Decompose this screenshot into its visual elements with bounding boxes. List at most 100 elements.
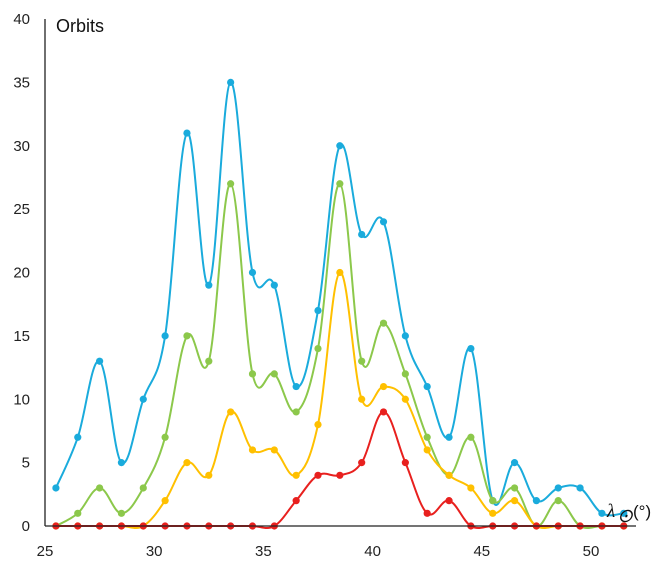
- data-point: [510, 459, 519, 467]
- x-axis-title: λ ⊙ (°): [606, 501, 651, 527]
- data-point: [489, 509, 497, 517]
- data-point: [358, 230, 366, 239]
- data-point: [248, 370, 257, 378]
- data-point: [554, 497, 562, 505]
- data-point: [227, 180, 235, 188]
- data-point: [74, 433, 82, 441]
- y-tick-label: 30: [13, 138, 30, 155]
- x-axis-title-subscript: ⊙: [617, 506, 633, 527]
- data-point: [161, 332, 169, 340]
- data-point: [401, 370, 409, 378]
- data-point: [314, 471, 322, 479]
- series-4: [52, 408, 628, 530]
- data-point: [358, 459, 366, 467]
- data-point: [52, 484, 60, 492]
- data-point: [314, 306, 322, 315]
- data-point: [227, 408, 235, 416]
- x-axis-title-symbol: λ: [606, 501, 615, 522]
- data-point: [139, 484, 147, 492]
- data-point: [336, 180, 344, 188]
- x-tick-label: 25: [37, 543, 54, 560]
- data-point: [510, 497, 519, 505]
- data-point: [96, 484, 104, 492]
- data-point: [161, 433, 169, 441]
- data-point: [183, 332, 191, 340]
- y-tick-label: 10: [13, 391, 30, 408]
- data-point: [336, 142, 344, 150]
- data-point: [423, 433, 431, 441]
- y-tick-label: 5: [22, 455, 30, 472]
- data-point: [423, 446, 431, 454]
- series-group: [52, 78, 628, 530]
- data-point: [379, 319, 388, 327]
- data-point: [161, 497, 169, 505]
- y-tick-label: 0: [22, 518, 30, 535]
- data-point: [358, 357, 366, 365]
- data-point: [401, 459, 409, 467]
- data-point: [467, 433, 475, 441]
- data-point: [74, 509, 82, 517]
- series-1: [52, 78, 628, 517]
- data-point: [510, 484, 519, 492]
- data-point: [445, 497, 453, 505]
- data-point: [532, 497, 541, 505]
- y-tick-labels: 0 5 10 15 20 25 30 35 40: [13, 11, 30, 535]
- data-point: [554, 484, 562, 492]
- data-point: [467, 484, 475, 492]
- data-point: [205, 471, 213, 479]
- data-point: [401, 332, 409, 340]
- data-point: [183, 129, 191, 137]
- data-point: [314, 421, 322, 429]
- data-point: [379, 408, 388, 416]
- data-point: [620, 509, 628, 517]
- data-point: [445, 433, 453, 441]
- data-point: [227, 78, 235, 86]
- data-point: [336, 268, 344, 277]
- x-tick-labels: 25 30 35 40 45 50: [37, 543, 600, 560]
- data-point: [423, 509, 431, 517]
- series-2: [52, 180, 628, 530]
- data-point: [445, 471, 453, 479]
- data-point: [423, 382, 431, 391]
- data-point: [292, 382, 300, 391]
- x-tick-label: 30: [146, 543, 163, 560]
- data-point: [489, 497, 497, 505]
- y-tick-label: 25: [13, 201, 30, 218]
- data-point: [292, 471, 300, 479]
- data-point: [248, 268, 257, 277]
- data-point: [598, 509, 606, 517]
- data-point: [139, 395, 147, 403]
- data-point: [576, 484, 584, 492]
- y-tick-label: 35: [13, 74, 30, 91]
- x-tick-label: 45: [473, 543, 490, 560]
- data-point: [336, 471, 344, 479]
- x-tick-label: 40: [364, 543, 381, 560]
- x-tick-label: 50: [583, 543, 600, 560]
- series-3: [52, 268, 628, 530]
- y-tick-label: 40: [13, 11, 30, 28]
- data-point: [270, 446, 278, 454]
- data-point: [183, 459, 191, 467]
- data-point: [96, 357, 104, 365]
- x-tick-label: 35: [255, 543, 272, 560]
- data-point: [358, 395, 366, 403]
- data-point: [401, 395, 409, 403]
- y-axis-title: Orbits: [56, 16, 104, 36]
- data-point: [467, 344, 475, 353]
- data-point: [117, 509, 126, 517]
- data-point: [248, 446, 257, 454]
- series-line: [55, 410, 624, 530]
- data-point: [117, 459, 126, 467]
- y-tick-label: 15: [13, 328, 30, 345]
- data-point: [205, 357, 213, 365]
- data-point: [314, 344, 322, 353]
- data-point: [379, 218, 388, 226]
- data-point: [270, 370, 278, 378]
- data-point: [379, 382, 388, 391]
- data-point: [292, 408, 300, 416]
- data-point: [292, 497, 300, 505]
- y-tick-label: 20: [13, 265, 30, 282]
- x-axis-title-unit: (°): [633, 502, 651, 521]
